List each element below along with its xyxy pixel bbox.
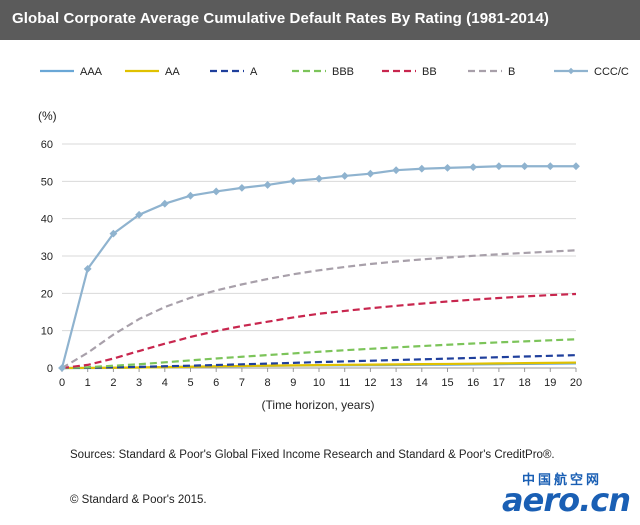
x-tick-label: 18 <box>518 377 530 389</box>
data-point-ccc-c <box>546 162 555 171</box>
grid <box>62 143 576 332</box>
legend-label: BB <box>422 66 437 78</box>
data-point-ccc-c <box>135 210 144 219</box>
data-point-ccc-c <box>186 191 195 200</box>
x-tick-label: 19 <box>544 377 556 389</box>
series-line-ccc-c <box>60 165 576 369</box>
data-point-ccc-c <box>366 169 375 178</box>
watermark-cn: 中国航空网 <box>521 472 602 487</box>
x-tick-label: 16 <box>467 377 479 389</box>
chart-title: Global Corporate Average Cumulative Defa… <box>12 10 549 27</box>
x-tick-label: 8 <box>265 377 271 389</box>
data-point-ccc-c <box>494 162 503 171</box>
legend-label: CCC/C <box>594 66 629 78</box>
x-tick-label: 7 <box>239 377 245 389</box>
data-point-ccc-c <box>109 229 118 238</box>
legend-label: A <box>250 66 258 78</box>
series-line-a <box>61 354 577 370</box>
data-point-ccc-c <box>443 163 452 172</box>
x-tick-label: 4 <box>162 377 168 389</box>
data-point-ccc-c <box>469 163 478 172</box>
legend: AAA AA A BBB BB B CCC/C <box>40 66 629 78</box>
x-tick-label: 6 <box>213 377 219 389</box>
title-bar: Global Corporate Average Cumulative Defa… <box>0 0 640 40</box>
y-axis-label: (%) <box>38 109 57 123</box>
y-tick-label: 0 <box>47 363 53 375</box>
data-point-ccc-c <box>392 166 401 175</box>
series-group <box>58 162 580 372</box>
x-tick-label: 13 <box>390 377 402 389</box>
x-tick-label: 17 <box>493 377 505 389</box>
y-tick-label: 20 <box>41 288 53 300</box>
legend-marker <box>567 67 575 75</box>
data-point-ccc-c <box>340 172 349 180</box>
data-point-ccc-c <box>572 162 580 171</box>
data-point-ccc-c <box>263 181 272 189</box>
y-tick-label: 30 <box>41 251 53 263</box>
x-tick-label: 20 <box>570 377 582 389</box>
data-point-ccc-c <box>237 183 246 192</box>
copyright: © Standard & Poor's 2015. <box>70 494 207 506</box>
watermark-logo: 中国航空网 aero.cn <box>482 469 632 519</box>
source-note: Sources: Standard & Poor's Global Fixed … <box>70 449 555 461</box>
series-line-aa <box>61 361 577 370</box>
x-tick-label: 2 <box>110 377 116 389</box>
legend-label: BBB <box>332 66 354 78</box>
x-tick-label: 12 <box>364 377 376 389</box>
legend-label: AA <box>165 66 180 78</box>
data-point-ccc-c <box>417 164 426 173</box>
x-tick-label: 1 <box>85 377 91 389</box>
y-tick-label: 10 <box>41 326 53 338</box>
x-tick-label: 0 <box>59 377 65 389</box>
series-line-bb <box>61 292 577 370</box>
series-line-b <box>61 249 577 369</box>
y-tick-label: 40 <box>41 214 53 226</box>
y-tick-label: 60 <box>41 139 53 151</box>
x-tick-label: 9 <box>290 377 296 389</box>
x-tick-label: 14 <box>416 377 428 389</box>
data-point-ccc-c <box>212 187 221 196</box>
x-tick-label: 15 <box>441 377 453 389</box>
x-tick-label: 5 <box>187 377 193 389</box>
x-tick-label: 11 <box>339 377 350 389</box>
series-line-bbb <box>61 338 577 370</box>
data-point-ccc-c <box>289 177 298 185</box>
data-point-ccc-c <box>315 174 323 183</box>
data-point-ccc-c <box>83 264 92 273</box>
data-point-ccc-c <box>520 162 529 171</box>
x-tick-label: 3 <box>136 377 142 389</box>
x-tick-label: 10 <box>313 377 325 389</box>
x-axis-label: (Time horizon, years) <box>262 398 375 412</box>
watermark-en: aero.cn <box>502 481 631 519</box>
data-point-ccc-c <box>58 364 66 372</box>
y-tick-label: 50 <box>41 176 53 188</box>
legend-label: AAA <box>80 66 103 78</box>
data-point-ccc-c <box>160 199 169 208</box>
legend-label: B <box>508 66 515 78</box>
